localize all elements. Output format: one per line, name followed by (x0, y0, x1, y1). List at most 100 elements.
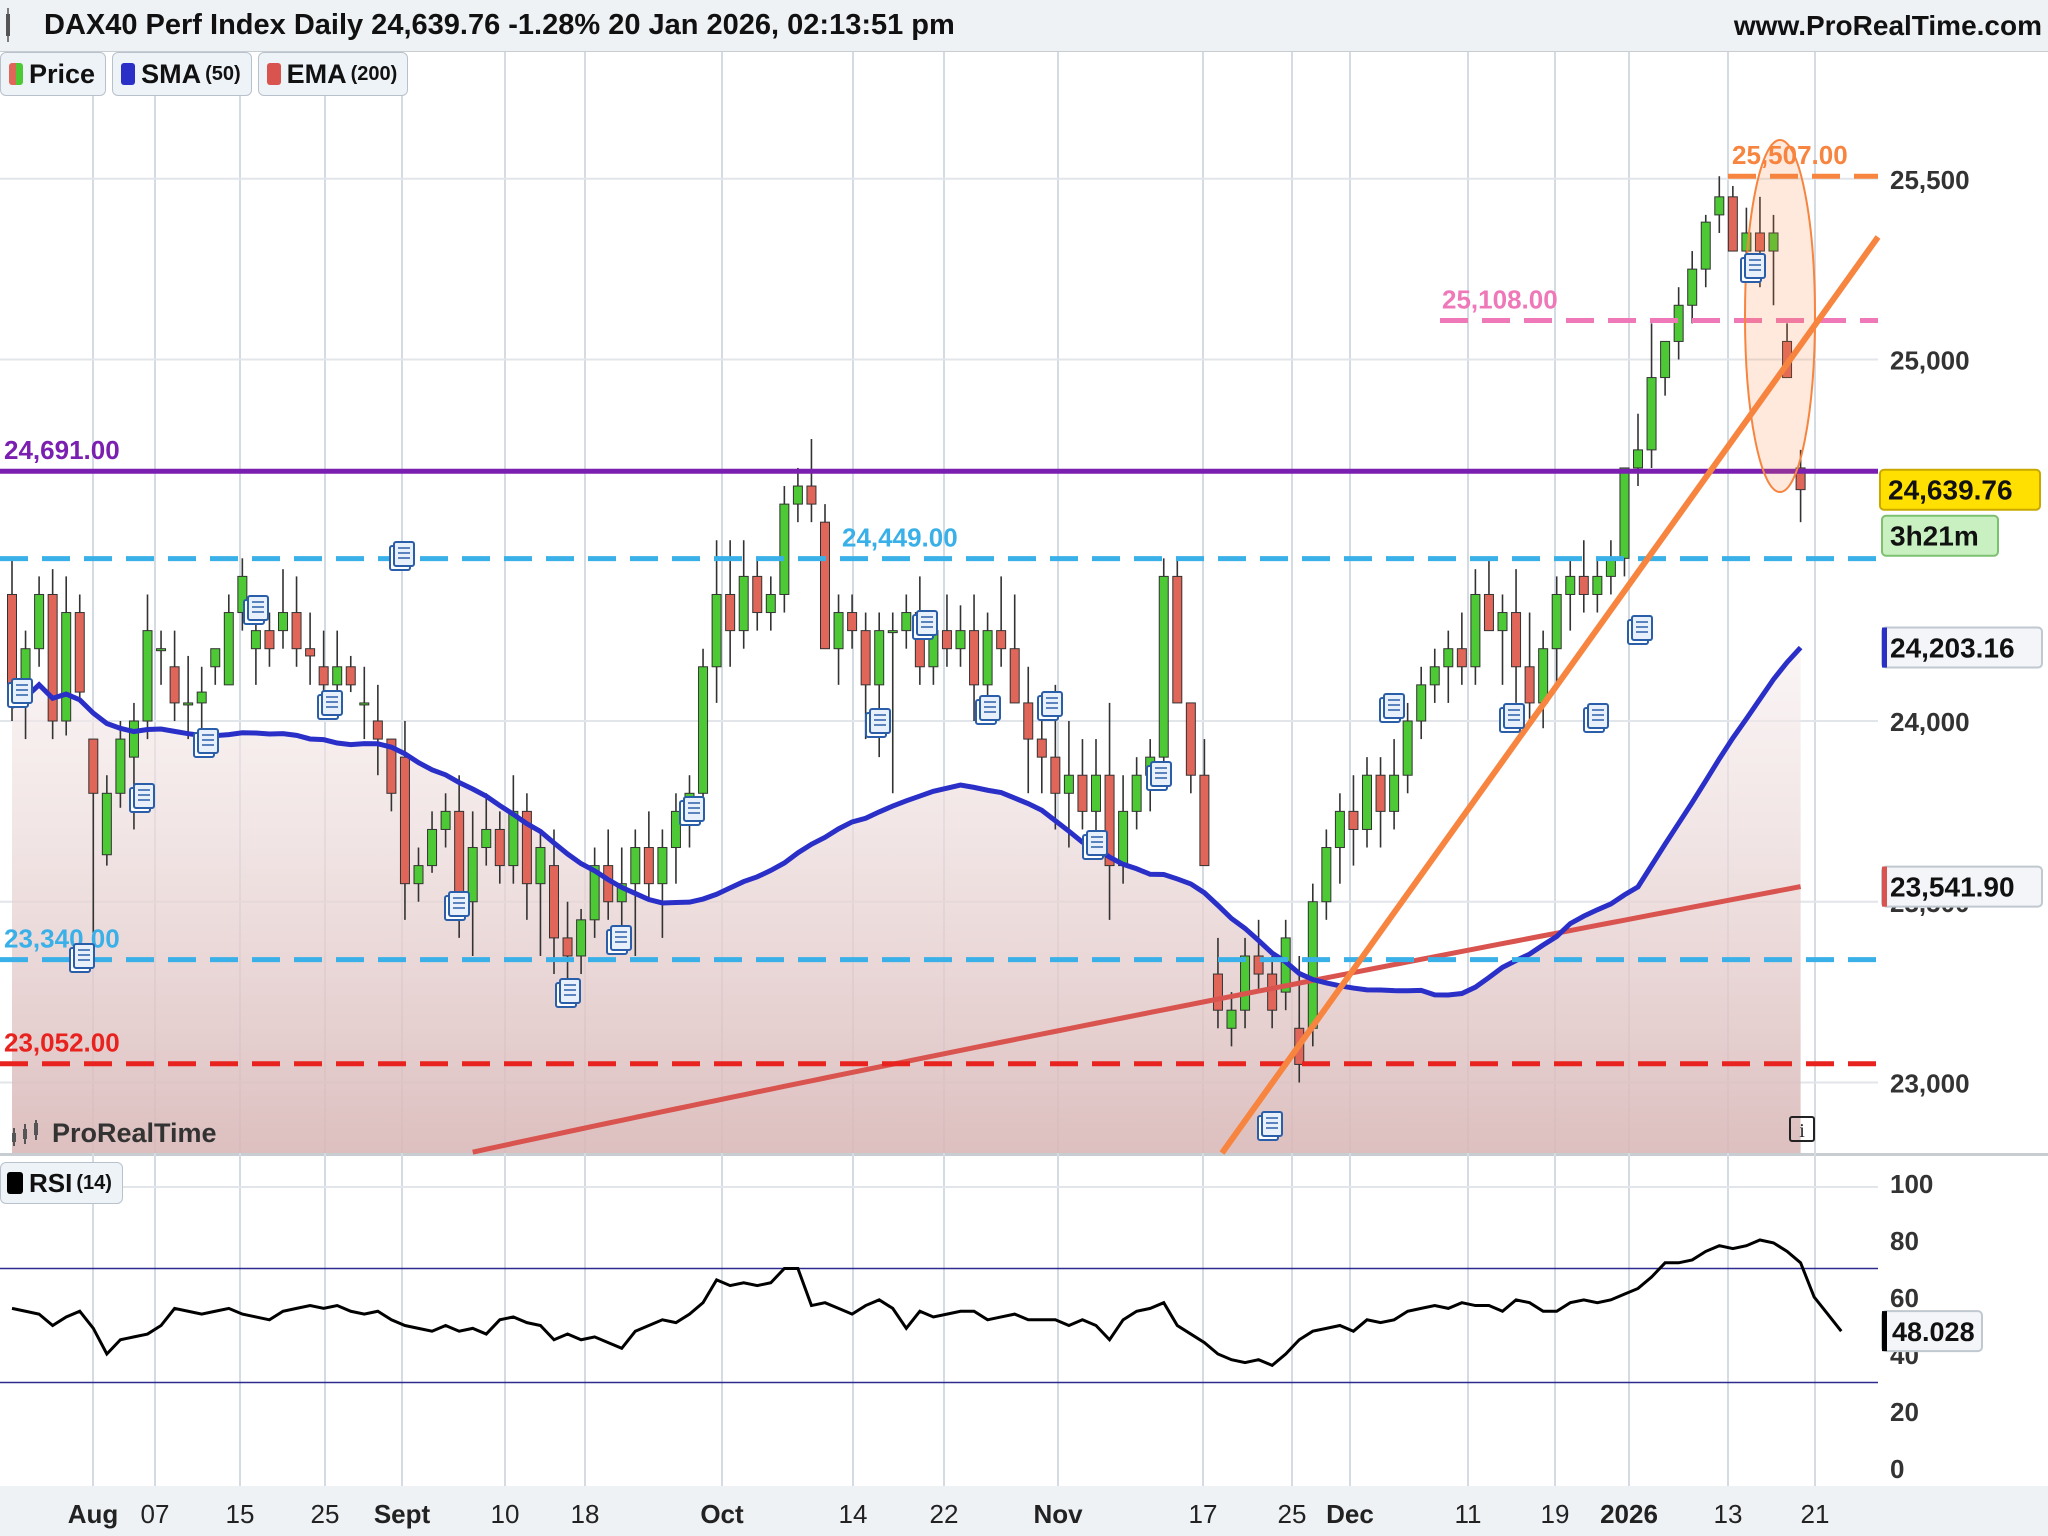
candle[interactable] (1429, 648, 1440, 703)
news-document-icon[interactable] (1499, 703, 1525, 733)
candle[interactable] (291, 576, 302, 667)
price-badge-countdown[interactable]: 3h21m (1881, 514, 1999, 557)
info-icon[interactable]: i (1789, 1116, 1815, 1142)
candle[interactable] (1267, 955, 1278, 1029)
candle[interactable] (1727, 185, 1738, 252)
candle[interactable] (1511, 569, 1522, 703)
news-document-icon[interactable] (679, 796, 705, 826)
candle[interactable] (1646, 323, 1657, 468)
candle[interactable] (1551, 576, 1562, 685)
candle[interactable] (901, 594, 912, 649)
candle[interactable] (345, 655, 356, 693)
news-document-icon[interactable] (193, 728, 219, 758)
candle[interactable] (1348, 775, 1359, 866)
news-document-icon[interactable] (1037, 691, 1063, 721)
candle[interactable] (440, 793, 451, 848)
candle[interactable] (1497, 594, 1508, 685)
candle[interactable] (1592, 558, 1603, 613)
candle[interactable] (752, 558, 763, 631)
candle[interactable] (887, 612, 898, 794)
price-badge-last[interactable]: 24,639.76 (1879, 468, 2041, 511)
legend-ema[interactable]: EMA (200) (257, 52, 409, 96)
candle[interactable] (34, 576, 45, 667)
candle[interactable] (1524, 612, 1535, 721)
candle[interactable] (1389, 739, 1400, 830)
candle[interactable] (1253, 919, 1264, 993)
candle[interactable] (833, 594, 844, 685)
news-document-icon[interactable] (912, 610, 938, 640)
candle[interactable] (1063, 721, 1074, 848)
candle[interactable] (969, 594, 980, 721)
candle[interactable] (792, 467, 803, 523)
candle[interactable] (643, 811, 654, 902)
candle[interactable] (413, 847, 424, 902)
news-document-icon[interactable] (1082, 830, 1108, 860)
candle[interactable] (1619, 467, 1630, 577)
candle[interactable] (467, 811, 478, 956)
news-document-icon[interactable] (1379, 693, 1405, 723)
candle[interactable] (1578, 540, 1589, 613)
candle[interactable] (576, 908, 587, 975)
price-badge-ema[interactable]: 23,541.90 (1881, 865, 2043, 908)
candle[interactable] (237, 558, 248, 631)
candle[interactable] (156, 630, 167, 685)
candle[interactable] (1416, 666, 1427, 740)
news-document-icon[interactable] (69, 943, 95, 973)
news-document-icon[interactable] (129, 783, 155, 813)
candle[interactable] (1714, 176, 1725, 233)
news-document-icon[interactable] (1627, 615, 1653, 645)
news-document-icon[interactable] (444, 891, 470, 921)
candle[interactable] (1199, 739, 1210, 867)
candle[interactable] (223, 594, 234, 686)
candle[interactable] (88, 738, 99, 953)
candle[interactable] (847, 594, 858, 649)
candle[interactable] (535, 829, 546, 956)
site-url[interactable]: www.ProRealTime.com (1733, 10, 2042, 41)
candle[interactable] (1240, 937, 1251, 1029)
candle[interactable] (1172, 558, 1183, 704)
news-document-icon[interactable] (555, 978, 581, 1008)
candle[interactable] (670, 793, 681, 884)
candle[interactable] (61, 576, 72, 736)
candle[interactable] (1158, 558, 1169, 776)
news-document-icon[interactable] (389, 541, 415, 571)
news-document-icon[interactable] (7, 678, 33, 708)
candle[interactable] (47, 569, 58, 740)
trendline[interactable] (1219, 235, 1881, 1155)
candle[interactable] (264, 612, 275, 667)
news-document-icon[interactable] (1257, 1111, 1283, 1141)
candle[interactable] (74, 594, 85, 703)
candle[interactable] (738, 540, 749, 649)
candle[interactable] (711, 540, 722, 703)
candle[interactable] (142, 594, 153, 740)
candle[interactable] (1091, 739, 1101, 848)
candle[interactable] (1334, 793, 1345, 884)
candle[interactable] (1131, 757, 1142, 830)
candle[interactable] (1375, 757, 1386, 848)
candle[interactable] (1443, 630, 1454, 703)
legend-sma[interactable]: SMA (50) (112, 52, 252, 96)
candle[interactable] (1470, 569, 1481, 685)
news-document-icon[interactable] (243, 595, 269, 625)
candle[interactable] (1009, 594, 1020, 704)
candle[interactable] (982, 612, 993, 703)
candle[interactable] (1077, 739, 1088, 830)
candle[interactable] (698, 648, 709, 801)
news-document-icon[interactable] (1740, 253, 1766, 283)
rsi-legend[interactable]: RSI (14) (0, 1162, 123, 1204)
candle[interactable] (779, 486, 790, 613)
candle[interactable] (521, 793, 532, 920)
candle[interactable] (725, 540, 736, 667)
candle[interactable] (1456, 612, 1467, 685)
rsi-last-badge[interactable]: 48.028 (1881, 1310, 1983, 1353)
candle[interactable] (1660, 340, 1671, 396)
candle[interactable] (196, 666, 207, 740)
candle[interactable] (1212, 937, 1223, 1029)
news-document-icon[interactable] (317, 690, 343, 720)
candle[interactable] (562, 901, 573, 993)
candle[interactable] (955, 605, 966, 667)
candle[interactable] (806, 439, 817, 523)
candle[interactable] (1362, 757, 1372, 848)
candle[interactable] (101, 775, 112, 866)
candle[interactable] (820, 504, 830, 650)
